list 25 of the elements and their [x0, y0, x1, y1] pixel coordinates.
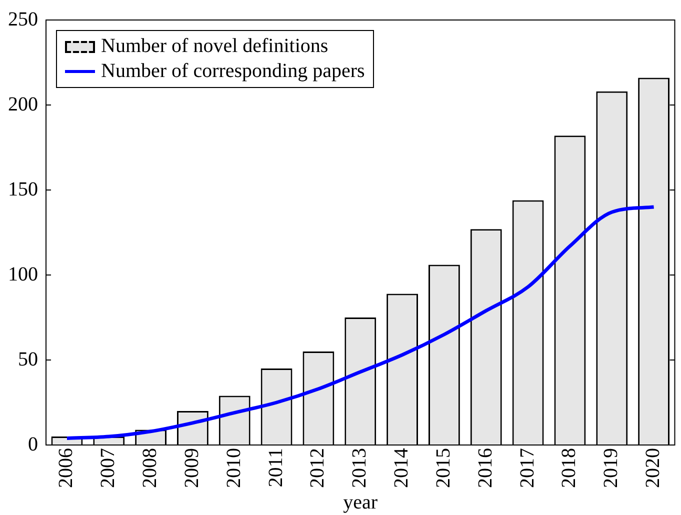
x-tick-label: 2010: [222, 448, 245, 488]
x-tick-label: 2012: [306, 448, 329, 488]
x-axis-title: year: [343, 491, 378, 514]
y-tick-label: 150: [8, 178, 38, 200]
x-tick-label: 2009: [180, 448, 203, 488]
x-tick-label: 2017: [516, 448, 538, 488]
x-tick-label: 2006: [55, 448, 78, 488]
x-tick-label: 2014: [390, 448, 413, 488]
x-tick-label: 2018: [558, 448, 580, 488]
x-tick-label: 2019: [600, 448, 622, 488]
y-tick-label: 250: [8, 8, 38, 30]
x-tick-label: 2007: [97, 448, 120, 488]
y-tick-label: 200: [8, 93, 38, 116]
y-tick-label: 0: [28, 433, 38, 456]
y-tick-label: 100: [8, 263, 38, 286]
x-tick-label: 2008: [139, 448, 162, 488]
x-tick-label: 2013: [348, 448, 371, 488]
legend-label: Number of corresponding papers: [101, 59, 365, 84]
legend-label: Number of novel definitions: [101, 34, 328, 59]
line-series: [65, 205, 656, 440]
x-tick-label: 2016: [474, 448, 496, 488]
x-tick-label: 2020: [642, 448, 664, 488]
x-tick-label: 2011: [264, 448, 287, 488]
y-tick-label: 50: [18, 348, 38, 370]
x-tick-label: 2015: [432, 448, 454, 488]
